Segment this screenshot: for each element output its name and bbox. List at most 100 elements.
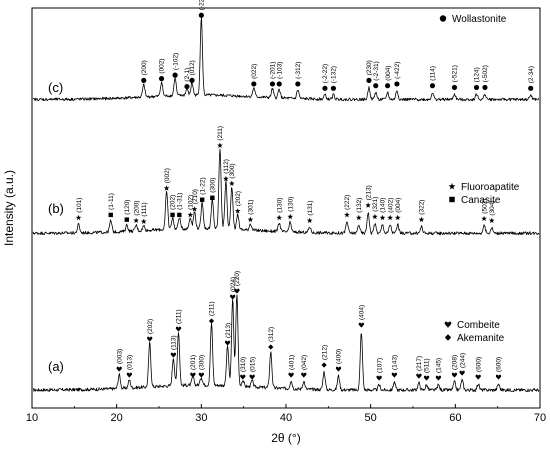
hkl-label: (210) [192,189,199,204]
hkl-label: (304) [489,200,496,215]
hkl-label: (300) [199,355,206,370]
peak-marker [391,372,398,378]
peak-marker [276,214,283,221]
hkl-label: (600) [475,357,482,372]
trace-b [32,148,540,236]
peak-marker [198,12,204,18]
peak-marker [116,366,122,372]
peak-marker [158,76,165,82]
hkl-label: (-103) [276,62,283,79]
hkl-label: (-312) [295,62,302,79]
legends: Combeite Akemanite Fluoroapatite Canasite Wo… [439,14,520,344]
x-axis: 10 20 30 40 50 60 70 [26,404,546,424]
hkl-label: (321) [372,197,379,212]
hkl-label: (024) [230,277,237,292]
hkl-label: (244) [459,353,466,368]
legend-entry: Fluoroapatite [461,182,520,193]
peak-marker [126,372,133,378]
hkl-label: (-102) [172,53,179,70]
peak-marker [355,214,362,221]
peak-marker [75,214,82,221]
hkl-label: (1-22) [199,177,206,194]
hkl-label: (-502) [482,65,489,82]
x-tick-label: 60 [449,412,461,424]
peak-marker [358,322,365,328]
peak-marker [163,185,170,191]
legend-symbol [444,334,452,341]
peak-marker [288,372,294,378]
hkl-label: (502) [481,199,488,214]
peak-marker [247,216,254,223]
peak-marker [394,81,400,87]
peak-marker [229,294,236,300]
hkl-label: (102) [188,195,195,210]
hkl-label: (-220) [199,0,206,10]
x-tick-label: 10 [26,412,38,424]
peak-marker [385,83,391,89]
peak-marker [366,77,372,84]
hkl-label: (400) [336,349,343,364]
hkl-label: (213) [225,323,232,338]
peak-marker [528,85,534,91]
hkl-label: (042) [301,355,308,370]
peak-marker [249,374,255,380]
hkl-label: (101) [76,198,83,213]
legend-entry: Canasite [461,195,501,206]
peak-marker [335,366,342,372]
annotations: (a)(003) (013)(202)(113)(211)(201) (300)(2… [48,0,535,381]
hkl-label: (600) [496,357,503,372]
hkl-label: (111) [141,202,148,216]
peak-marker [269,81,276,87]
peak-marker [488,217,495,224]
peak-marker [228,180,235,186]
legend-symbol [439,15,447,22]
hkl-label: (310) [240,357,247,372]
peak-marker [321,362,327,368]
hkl-label: (211) [176,309,183,324]
peak-marker [175,326,182,332]
peak-marker [429,83,436,89]
panel-label-b: (b) [48,201,64,216]
hkl-label: (300) [229,163,236,178]
panel-label-a: (a) [48,359,64,374]
peak-marker [387,214,393,221]
hkl-label: (222) [344,195,351,210]
hkl-label: (322) [419,200,426,215]
peak-marker [141,77,147,83]
hkl-label: (130) [276,198,283,213]
hkl-label: (404) [359,305,366,320]
hkl-label: (201) [190,355,197,370]
peak-marker [373,83,379,89]
hkl-label: (200) [133,200,140,215]
peak-marker [416,373,422,379]
peak-marker [379,214,386,221]
peak-marker [108,212,113,218]
peak-marker [473,84,480,91]
hkl-label: (004) [385,66,392,81]
peak-marker [482,84,488,91]
peak-marker [365,202,371,208]
peak-marker [187,211,194,218]
hkl-label: (401) [288,355,295,370]
y-axis-title: Intensity (a.u.) [2,170,16,246]
x-tick-label: 30 [195,412,207,424]
legend-entry: Combeite [457,320,500,331]
peak-marker [451,372,458,378]
peak-marker [418,216,425,223]
peak-marker [208,318,215,324]
peak-marker [199,197,205,202]
peak-marker [495,374,502,380]
peak-marker [170,352,177,358]
peak-marker [234,288,240,294]
hkl-label: (1-11) [108,193,115,210]
peak-marker [481,215,487,222]
hkl-label: (002) [159,58,166,73]
peak-marker [295,81,301,87]
hkl-label: (131) [307,200,314,215]
peak-marker [191,206,198,212]
peak-marker [210,195,215,201]
hkl-label: (212) [321,345,328,360]
peak-marker [322,85,328,91]
peak-marker [372,213,378,220]
